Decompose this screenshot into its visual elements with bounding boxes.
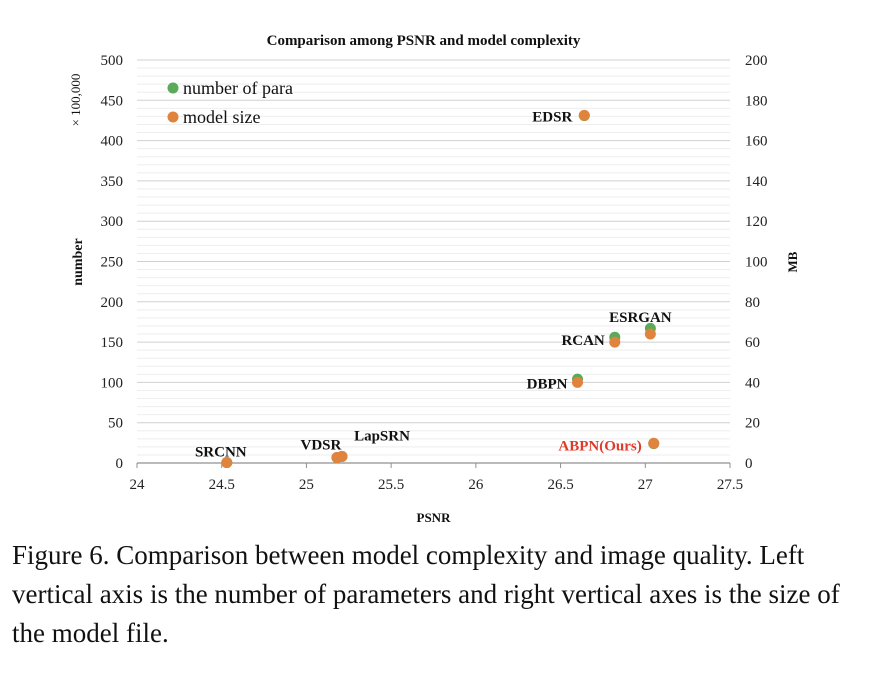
data-point (572, 376, 584, 388)
y-right-tick-label: 40 (745, 375, 760, 391)
x-tick-label: 27 (638, 477, 654, 493)
y-left-tick-label: 250 (101, 255, 124, 271)
x-tick-label: 27.5 (717, 477, 743, 493)
y-left-tick-label: 450 (101, 93, 124, 109)
y-left-tick-label: 400 (101, 134, 124, 150)
x-tick-label: 24 (130, 477, 146, 493)
point-annotation: DBPN (527, 376, 568, 392)
y-left-tick-label: 500 (101, 53, 124, 69)
chart-title: Comparison among PSNR and model complexi… (267, 33, 581, 49)
x-tick-label: 26.5 (547, 477, 573, 493)
y-left-tick-label: 0 (116, 456, 124, 472)
point-annotation: RCAN (561, 333, 604, 349)
y-right-tick-label: 80 (745, 295, 760, 311)
data-point (648, 437, 660, 449)
legend-marker (167, 82, 179, 94)
y-right-tick-label: 140 (745, 174, 768, 190)
y-left-tick-label: 200 (101, 295, 124, 311)
legend-label: model size (183, 107, 260, 127)
data-point (336, 450, 348, 462)
x-tick-label: 25.5 (378, 477, 404, 493)
y-left-tick-label: 50 (108, 416, 123, 432)
data-point (221, 457, 233, 469)
y-right-tick-label: 180 (745, 93, 768, 109)
y-right-tick-label: 0 (745, 456, 753, 472)
x-tick-label: 25 (299, 477, 314, 493)
point-annotation: LapSRN (354, 428, 410, 444)
y-left-tick-label: 300 (101, 214, 124, 230)
point-annotation: SRCNN (195, 445, 247, 461)
point-annotation: EDSR (532, 109, 572, 125)
y-right-tick-label: 160 (745, 134, 768, 150)
y-left-tick-label: 100 (101, 375, 124, 391)
scatter-chart: 24 24.5 25 25.5 26 26.5 27 27.50501001502002503… (68, 33, 800, 525)
legend-marker (167, 111, 179, 123)
y-right-tick-label: 20 (745, 416, 760, 432)
y-left-tick-label: 150 (101, 335, 124, 351)
legend-label: number of para (183, 78, 293, 98)
y-right-axis-label: MB (785, 251, 800, 272)
y-left-tick-label: 350 (101, 174, 124, 190)
y-right-tick-label: 60 (745, 335, 760, 351)
y-right-tick-label: 120 (745, 214, 768, 230)
data-point (578, 109, 590, 121)
point-annotation: ESRGAN (609, 310, 672, 326)
y-right-tick-label: 100 (745, 255, 768, 271)
figure-caption: Figure 6. Comparison between model compl… (12, 540, 840, 648)
point-annotation: VDSR (301, 438, 342, 454)
data-point (644, 328, 656, 340)
x-tick-label: 26 (468, 477, 484, 493)
x-tick-label: 24.5 (209, 477, 235, 493)
data-point (609, 336, 621, 348)
x-axis-label: PSNR (417, 510, 452, 525)
y-right-tick-label: 200 (745, 53, 768, 69)
y-left-multiplier: × 100,000 (68, 74, 83, 127)
y-left-axis-label: number (71, 238, 86, 285)
point-annotation: ABPN(Ours) (558, 438, 641, 454)
